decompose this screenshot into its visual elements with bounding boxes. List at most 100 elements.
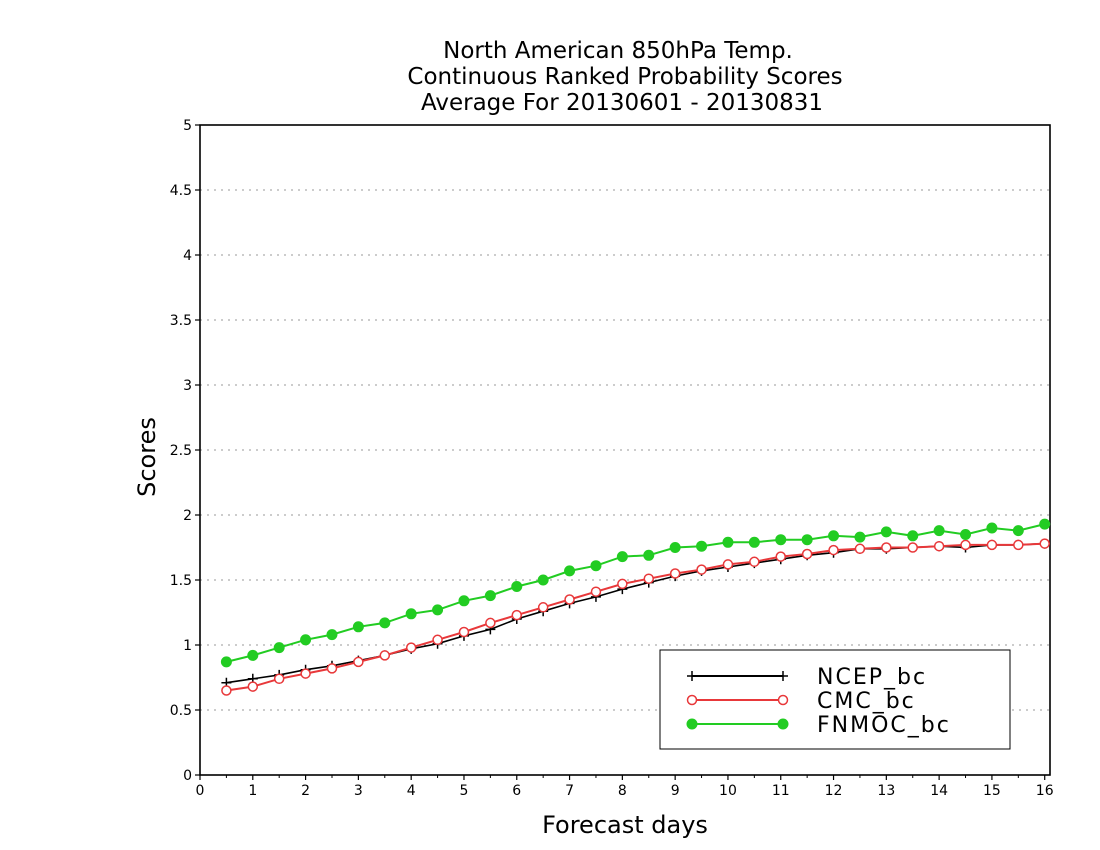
y-tick-label: 4 (183, 248, 192, 264)
series-fnmoc-bc (220, 518, 1051, 668)
x-tick-label: 6 (512, 783, 521, 799)
data-point-cmc-bc (379, 650, 391, 661)
x-axis-ticks: 0 1 2 3 4 5 6 7 8 9 10 11 12 13 14 15 16 (196, 775, 1054, 799)
data-point-fnmoc-bc (616, 551, 628, 563)
data-point-cmc-bc (881, 542, 892, 553)
legend-entry-cmc-bc: CMC_bc (686, 689, 916, 714)
data-point-fnmoc-bc (590, 560, 602, 572)
chart-title-line-1: North American 850hPa Temp. (443, 38, 793, 64)
data-point-cmc-bc (907, 542, 918, 553)
data-point-fnmoc-bc (273, 642, 285, 654)
legend-box (659, 649, 1011, 750)
data-point-cmc-bc (247, 681, 259, 692)
data-point-cmc-bc (300, 668, 311, 679)
y-tick-label: 3 (183, 378, 192, 394)
x-tick-label: 4 (407, 783, 416, 799)
data-point-fnmoc-bc (511, 581, 523, 592)
data-point-fnmoc-bc (643, 549, 655, 561)
y-tick-label: 1.5 (170, 573, 192, 589)
data-point-cmc-bc (1039, 538, 1050, 549)
y-axis-ticks: 0 0.5 1 1.5 2 2.5 3 3.5 4 4.5 5 (170, 118, 200, 784)
data-point-cmc-bc (511, 609, 523, 621)
data-point-fnmoc-bc (986, 522, 998, 534)
legend-marker-end-fnmoc-bc (777, 718, 789, 730)
legend-marker-start-ncep-bc (687, 671, 697, 681)
data-point-fnmoc-bc (960, 529, 972, 540)
x-tick-label: 16 (1036, 783, 1054, 799)
data-point-cmc-bc (458, 626, 470, 638)
y-tick-label: 2.5 (170, 443, 192, 459)
x-tick-label: 12 (825, 783, 843, 799)
data-point-fnmoc-bc (748, 536, 760, 548)
data-point-fnmoc-bc (379, 617, 391, 629)
data-point-fnmoc-bc (247, 649, 259, 661)
data-series (220, 518, 1051, 696)
data-point-fnmoc-bc (432, 604, 444, 616)
data-point-cmc-bc (775, 551, 786, 562)
data-point-cmc-bc (749, 556, 760, 568)
data-point-cmc-bc (801, 548, 813, 560)
y-tick-label: 5 (183, 118, 192, 134)
x-tick-label: 5 (460, 783, 469, 799)
y-tick-label: 1 (183, 638, 192, 654)
data-point-fnmoc-bc (854, 531, 866, 543)
data-point-cmc-bc (405, 642, 417, 653)
y-tick-label: 0 (183, 768, 192, 784)
data-point-fnmoc-bc (1039, 518, 1051, 530)
data-point-fnmoc-bc (484, 590, 496, 602)
legend-marker-start-cmc-bc (686, 694, 698, 706)
x-tick-label: 7 (565, 783, 574, 799)
y-tick-label: 4.5 (170, 183, 192, 199)
y-tick-label: 2 (183, 508, 192, 524)
chart-title-line-3: Average For 20130601 - 20130831 (421, 90, 823, 116)
x-tick-label: 1 (248, 783, 257, 799)
x-tick-label: 15 (983, 783, 1001, 799)
legend-entry-fnmoc-bc: FNMOC_bc (686, 713, 951, 738)
data-point-fnmoc-bc (220, 656, 232, 668)
data-point-fnmoc-bc (722, 536, 734, 548)
x-tick-label: 3 (354, 783, 363, 799)
y-tick-label: 3.5 (170, 313, 192, 329)
data-point-cmc-bc (696, 564, 707, 575)
data-point-fnmoc-bc (300, 634, 312, 646)
data-point-fnmoc-bc (1012, 525, 1024, 537)
data-point-fnmoc-bc (907, 530, 919, 542)
data-point-cmc-bc (273, 673, 285, 685)
data-point-fnmoc-bc (458, 595, 470, 607)
data-point-fnmoc-bc (933, 525, 945, 537)
data-point-fnmoc-bc (775, 534, 787, 546)
legend-marker-start-fnmoc-bc (686, 718, 698, 730)
x-axis-label: Forecast days (542, 811, 708, 839)
x-tick-label: 9 (671, 783, 680, 799)
data-point-cmc-bc (722, 559, 734, 570)
data-point-fnmoc-bc (326, 629, 338, 641)
legend-label-fnmoc-bc: FNMOC_bc (817, 713, 951, 738)
x-tick-label: 8 (618, 783, 627, 799)
x-tick-label: 10 (719, 783, 737, 799)
data-point-cmc-bc (537, 602, 549, 613)
data-point-fnmoc-bc (801, 534, 813, 546)
legend-label-cmc-bc: CMC_bc (817, 689, 916, 714)
data-point-cmc-bc (960, 539, 971, 551)
series-cmc-bc (221, 538, 1050, 696)
grid-lines (200, 189, 1050, 711)
legend-label-ncep-bc: NCEP_bc (817, 665, 927, 690)
data-point-fnmoc-bc (828, 530, 840, 542)
legend-entry-ncep-bc: NCEP_bc (687, 665, 927, 690)
y-axis-label: Scores (133, 417, 161, 497)
data-point-cmc-bc (353, 656, 364, 668)
legend-marker-end-cmc-bc (777, 694, 789, 706)
x-tick-label: 14 (930, 783, 948, 799)
data-point-cmc-bc (485, 617, 496, 629)
data-point-fnmoc-bc (537, 574, 549, 586)
data-point-cmc-bc (1013, 539, 1024, 551)
data-point-cmc-bc (564, 594, 575, 605)
x-tick-label: 13 (877, 783, 895, 799)
x-tick-label: 11 (772, 783, 790, 799)
data-point-cmc-bc (669, 568, 681, 579)
data-point-cmc-bc (643, 573, 655, 584)
data-point-fnmoc-bc (880, 526, 892, 538)
